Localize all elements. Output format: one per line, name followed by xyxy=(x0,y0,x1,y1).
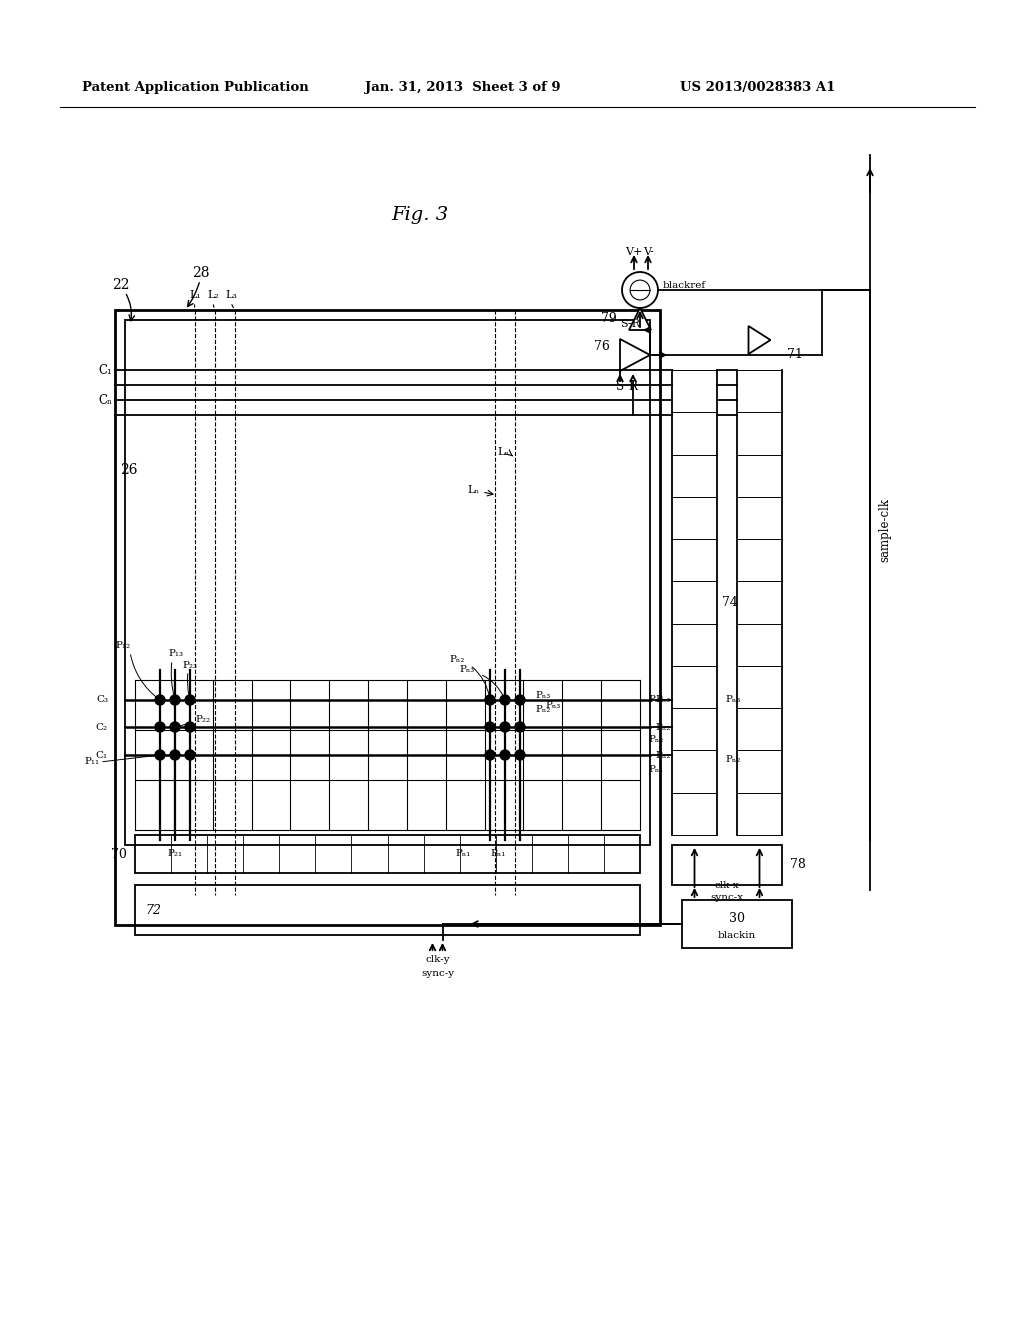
Text: Pₙ₂: Pₙ₂ xyxy=(655,722,671,731)
Circle shape xyxy=(485,722,495,733)
Circle shape xyxy=(485,750,495,760)
Polygon shape xyxy=(749,326,770,354)
Text: blackin: blackin xyxy=(718,931,756,940)
Text: C₁: C₁ xyxy=(98,363,112,376)
Text: S: S xyxy=(616,380,624,392)
Text: V+: V+ xyxy=(626,247,643,257)
Circle shape xyxy=(170,696,180,705)
Bar xyxy=(135,884,640,935)
Text: clk-x: clk-x xyxy=(715,880,739,890)
Text: Pₙ₂: Pₙ₂ xyxy=(648,735,664,744)
Text: S-R: S-R xyxy=(620,319,640,329)
Text: US 2013/0028383 A1: US 2013/0028383 A1 xyxy=(680,82,836,95)
Text: Pₙ₁: Pₙ₁ xyxy=(648,766,664,775)
Text: clk-y: clk-y xyxy=(425,956,450,965)
Text: C₁: C₁ xyxy=(96,751,108,759)
Text: Pₙ₂: Pₙ₂ xyxy=(450,656,465,664)
Text: P₁₃: P₁₃ xyxy=(168,648,183,657)
Bar xyxy=(125,319,650,845)
Circle shape xyxy=(170,722,180,733)
Text: Pₙ₃: Pₙ₃ xyxy=(545,701,560,710)
Text: 22: 22 xyxy=(112,279,129,292)
Text: Lₙ: Lₙ xyxy=(468,484,480,495)
Text: 74: 74 xyxy=(722,597,738,609)
Text: L₂: L₂ xyxy=(207,290,219,300)
Circle shape xyxy=(500,696,510,705)
Circle shape xyxy=(485,696,495,705)
Text: Pₙ₁: Pₙ₁ xyxy=(456,849,471,858)
Text: 76: 76 xyxy=(594,341,610,354)
Text: Pₙ₂: Pₙ₂ xyxy=(655,751,671,759)
Circle shape xyxy=(185,696,195,705)
Text: Lₙ: Lₙ xyxy=(498,447,510,457)
Text: Fig. 3: Fig. 3 xyxy=(391,206,449,224)
Text: sample-clk: sample-clk xyxy=(878,498,891,562)
Text: 28: 28 xyxy=(193,267,210,280)
Text: sync-x: sync-x xyxy=(711,894,743,902)
Text: C₃: C₃ xyxy=(96,696,108,705)
Bar xyxy=(115,310,660,925)
Text: Pₙ₁: Pₙ₁ xyxy=(490,849,506,858)
Circle shape xyxy=(185,722,195,733)
Circle shape xyxy=(515,696,525,705)
Text: L₁: L₁ xyxy=(189,290,201,300)
Text: 70: 70 xyxy=(112,847,127,861)
Circle shape xyxy=(515,750,525,760)
Polygon shape xyxy=(620,339,650,371)
Text: blackref: blackref xyxy=(663,281,707,289)
Text: Pₙ₃: Pₙ₃ xyxy=(535,690,550,700)
Text: Jan. 31, 2013  Sheet 3 of 9: Jan. 31, 2013 Sheet 3 of 9 xyxy=(365,82,560,95)
Text: 72: 72 xyxy=(145,903,161,916)
Text: P₂₃: P₂₃ xyxy=(182,660,197,669)
Text: Pₙ₃: Pₙ₃ xyxy=(655,696,671,705)
Text: Patent Application Publication: Patent Application Publication xyxy=(82,82,309,95)
Text: Pₙ₃: Pₙ₃ xyxy=(649,696,664,705)
Text: Pₙ₂: Pₙ₂ xyxy=(725,755,740,764)
Text: 26: 26 xyxy=(120,463,137,477)
Text: sync-y: sync-y xyxy=(421,969,454,978)
Text: P₁₂: P₁₂ xyxy=(115,640,130,649)
Text: P₂₂: P₂₂ xyxy=(195,715,210,725)
Circle shape xyxy=(515,722,525,733)
Text: Pₙ₃: Pₙ₃ xyxy=(460,665,475,675)
Bar xyxy=(672,845,782,884)
Circle shape xyxy=(155,750,165,760)
Text: Pₙ₂: Pₙ₂ xyxy=(535,705,550,714)
Text: 79: 79 xyxy=(601,313,617,326)
Text: Pₙ₃: Pₙ₃ xyxy=(725,696,740,705)
Circle shape xyxy=(500,750,510,760)
Bar xyxy=(135,836,640,873)
Text: Cₙ: Cₙ xyxy=(98,393,112,407)
Circle shape xyxy=(170,750,180,760)
Circle shape xyxy=(500,722,510,733)
Text: V-: V- xyxy=(643,247,653,257)
Polygon shape xyxy=(629,308,651,330)
Text: R: R xyxy=(629,380,637,392)
Text: P₂₁: P₂₁ xyxy=(168,849,182,858)
Text: 30: 30 xyxy=(729,912,745,924)
Circle shape xyxy=(155,722,165,733)
Text: 78: 78 xyxy=(790,858,806,871)
Text: C₂: C₂ xyxy=(96,722,108,731)
Text: L₃: L₃ xyxy=(225,290,237,300)
Circle shape xyxy=(185,750,195,760)
Bar xyxy=(682,900,792,948)
Circle shape xyxy=(155,696,165,705)
Text: P₁₁: P₁₁ xyxy=(85,758,100,767)
Text: 71: 71 xyxy=(787,348,803,362)
